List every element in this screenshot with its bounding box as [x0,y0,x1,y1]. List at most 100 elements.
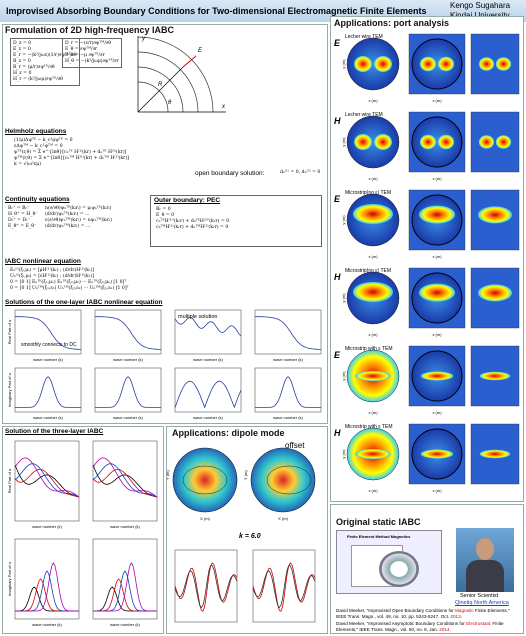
hot-spot [374,134,392,150]
reference-part: David Meeker, "Improvised Open Boundary … [336,608,456,613]
subsection-title: Helmholz equations [5,128,67,135]
equations: (1/μ)Δψᵀᴱ − k_c²μψᵀᴱ = 0 εΔψᵀᴹ − k_c²ψᵀᴹ … [14,138,129,168]
curve [15,562,79,612]
field-plot [250,447,316,513]
equation-box: D_z = 0 E_z = 0 E_r = −(k²/jωε)(1/r)∂ψᵀᴹ/∂… [10,38,80,86]
section-title: Formulation of 2D high-frequency IABC [5,25,175,35]
panel-label: Microstrip with ε TEM [345,424,393,430]
y-axis-label: Imaginary Part of α [7,372,12,407]
person-org[interactable]: Qinetiq North America [455,600,509,606]
figure-label: E [198,48,203,54]
equation-line: cₙᵀᴱH⁽¹⁾'(kᵣr) + dₙᵀᴱH⁽²⁾'(kᵣr) = 0 [156,219,230,224]
plot-frame [252,549,316,623]
panel-label: Lecher wire TEM [345,34,383,40]
affiliation: Kindai University [450,11,510,20]
x-axis-label: X (m) [278,516,288,521]
hot-spot [478,135,495,149]
equation-line: k = √(ω²εμ) [14,162,42,167]
equation-line: B_θ = −μ ∂ψᵀᴱ/∂r [65,53,105,58]
curve [14,464,80,498]
section-title: Original static IABC [336,517,421,527]
pec-box [150,195,322,247]
plot-frame [174,367,242,413]
hot-spot [419,205,455,224]
curve [174,565,238,609]
software-screenshot: Finite Element Method Magnetics [336,530,442,594]
geometry-figure: y x R Eθ [137,36,226,113]
equation-line: B_r = (μ/r)∂ψᵀᴱ/∂θ [13,65,55,70]
field-frame [470,33,520,95]
x-axis-label: x (m) [368,488,378,493]
poster-title: Improvised Absorbing Boundary Conditions… [6,6,427,16]
author: Kengo Sugahara [450,1,511,10]
x-axis-label: wave number (k) [193,357,223,362]
field-plot [172,447,238,513]
reference-part: . [449,626,451,632]
reference: David Meeker, "Improvised Open Boundary … [336,608,520,619]
x-axis-label: x (m) [432,488,442,493]
hot-spot [478,284,512,302]
port-figures: E Lecher wire TEM x (m) x (m) y (m) H Lecher w… [334,33,520,493]
y-axis-label: y (m) [341,137,346,147]
reference-part: Finite Elements," IEEE Trans. Magn., vol… [336,621,504,632]
equation-line: ψᵀᴹ(r,θ) = Σ e^{inθ}[cₙᵀᴹ H⁽¹⁾(kr) + dₙᵀ… [14,156,129,161]
body [466,560,504,592]
curve [174,562,238,612]
figure-label: θ [168,100,172,106]
x-axis-label: wave number (k) [273,415,303,420]
equation-line: n(∂/∂θ)ψₙᵀᴱ(kᵢrᵢ) = μᵢψₙᵀᴱ(kᵢrᵢ) [45,206,112,211]
x-axis-label: wave number (k) [110,622,140,627]
equation-line: (d/dr)ψₙᵀᴱ(kᵢrᵢ) = ... [45,212,90,217]
field-map [411,38,463,90]
plot-frame [92,440,158,522]
hot-spot [353,282,393,302]
portrait [456,528,514,592]
curve [14,316,82,350]
x-axis-label: wave number (k) [33,357,63,362]
curve [174,317,242,337]
field-letter: E [334,194,341,204]
hot-spot [479,371,511,381]
curve [254,316,322,350]
panel-label: Microstrip(no ε) TEM [345,268,391,274]
equations: Bᵣ = 0 E_θ = 0 cₙᵀᴱH⁽¹⁾'(kᵣr) + dₙᵀᴱH⁽²⁾'(… [156,207,229,231]
y-axis-label: y (m) [341,215,346,225]
x-axis-label: wave number (k) [113,415,143,420]
plot-frame [174,549,238,623]
equation-line: H_z = 0 [13,71,32,76]
arc [137,36,214,113]
hot-spot [437,134,455,150]
hot-spot [354,56,372,72]
curve [95,376,161,408]
hot-spot [354,134,372,150]
x-axis-label: x (m) [432,332,442,337]
curve [252,562,316,612]
hot-spot [437,56,455,72]
x-axis-label: wave number (k) [32,524,62,529]
curve [92,464,158,498]
note: open boundary solution: [195,170,265,177]
hot-spot [495,57,512,71]
y-axis-label: Real Part of α [7,468,12,493]
subsection-title: Continuity equations [5,196,70,203]
hot-spot [419,134,437,150]
equation-line: D_z = 0 [13,41,32,46]
equation-line: E_r = −(k²/jωε)(1/r)∂ψᵀᴹ/∂θ [13,53,77,58]
plot-frame [254,367,322,413]
field-letter: H [334,428,341,438]
equation-line: B_z = 0 [13,59,31,64]
equation-line: 0 = [0 1] Eₙᵀᴱ(ξ₁,μ₁) Eₙᵀᴱ(ξ₂,μ₂) ··· Eₙ… [10,280,127,285]
y-axis-label: Real Part of α [7,319,12,344]
x-axis-label: x (m) [432,410,442,415]
hot-spot [495,135,512,149]
equation-line: ε(∂/∂θ)ψₙᵀᴹ(kᵢrᵢ) = εᵢψₙᵀᴹ(kᵢrᵢ) [45,218,112,223]
field-map [411,116,463,168]
motor-figure [379,551,419,587]
annotation: multiple solution [178,314,217,320]
plot-frame [94,367,162,413]
hot-spot [353,204,393,224]
person-title: Senior Scientist [460,593,499,599]
field-letter: H [334,116,341,126]
field-map [346,115,400,169]
x-axis-label: x (m) [368,254,378,259]
